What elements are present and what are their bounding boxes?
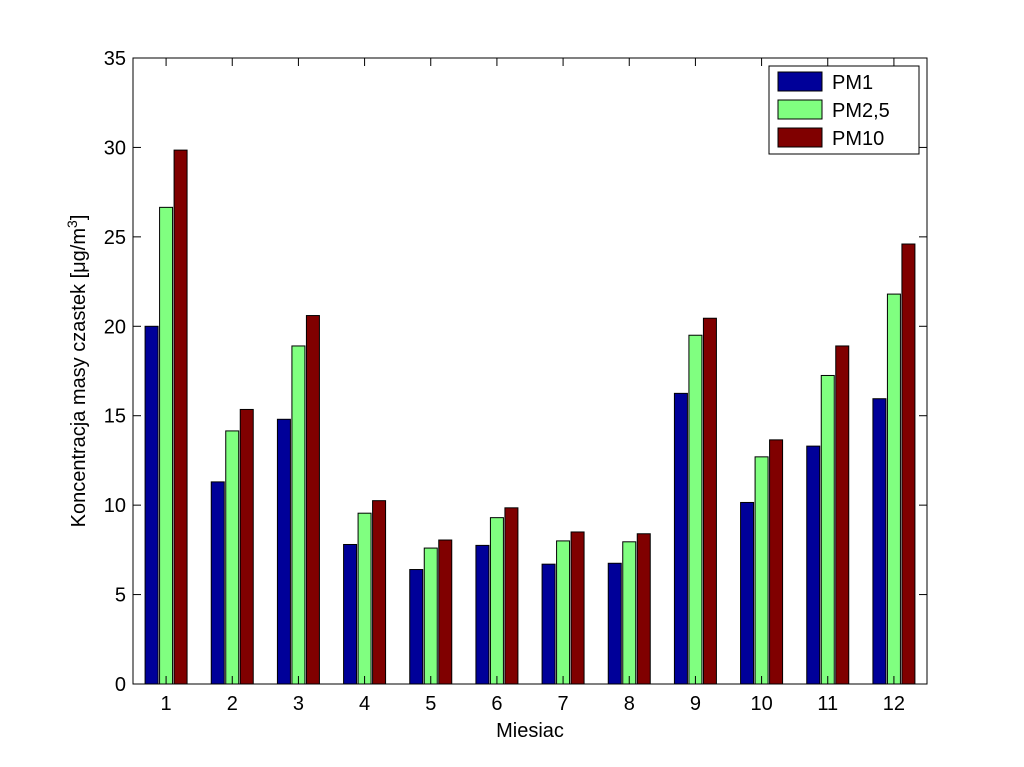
axes-box <box>132 57 928 685</box>
bar-pm10-month-2 <box>239 408 254 685</box>
legend-swatch-pm1 <box>777 71 823 92</box>
legend-label-pm10: PM10 <box>832 128 884 150</box>
bar-pm25-month-6 <box>489 517 504 685</box>
bar-pm10-month-11 <box>835 345 850 685</box>
legend-swatch-pm25 <box>777 99 823 120</box>
bar-pm1-month-1 <box>144 325 159 685</box>
bar-pm1-month-6 <box>475 544 490 685</box>
bar-pm1-month-3 <box>276 418 291 685</box>
x-tick-label-7: 7 <box>558 693 569 715</box>
bars-group <box>144 149 916 685</box>
bar-pm10-month-6 <box>504 507 519 685</box>
y-tick-label-20: 20 <box>104 316 126 338</box>
bar-pm25-month-7 <box>556 540 571 685</box>
bar-pm25-month-8 <box>622 541 637 685</box>
bar-pm10-month-7 <box>570 531 585 685</box>
x-tick-label-6: 6 <box>491 693 502 715</box>
x-tick-label-12: 12 <box>883 693 905 715</box>
bar-pm25-month-9 <box>688 334 703 685</box>
x-tick-label-10: 10 <box>750 693 772 715</box>
bar-pm1-month-2 <box>210 481 225 685</box>
y-tick-label-15: 15 <box>104 406 126 428</box>
legend: PM1 PM2,5 PM10 <box>768 65 920 155</box>
bar-pm25-month-11 <box>820 374 835 685</box>
bar-pm25-month-3 <box>291 345 306 685</box>
bar-pm25-month-5 <box>423 547 438 685</box>
bar-pm25-month-2 <box>225 430 240 685</box>
x-tick-label-5: 5 <box>425 693 436 715</box>
bar-pm10-month-1 <box>173 149 188 685</box>
x-tick-label-4: 4 <box>359 693 370 715</box>
bar-pm25-month-4 <box>357 512 372 685</box>
x-tick-label-2: 2 <box>227 693 238 715</box>
bar-pm10-month-12 <box>901 243 916 685</box>
bar-pm10-month-10 <box>769 439 784 685</box>
legend-label-pm1: PM1 <box>832 72 873 94</box>
y-tick-label-5: 5 <box>115 585 126 607</box>
bar-pm25-month-1 <box>159 206 174 685</box>
bar-pm10-month-9 <box>702 317 717 685</box>
bar-pm1-month-8 <box>607 562 622 685</box>
x-tick-label-8: 8 <box>624 693 635 715</box>
bar-pm1-month-4 <box>343 543 358 685</box>
x-tick-label-1: 1 <box>161 693 172 715</box>
bar-pm1-month-5 <box>409 569 424 685</box>
legend-swatch-pm10 <box>777 127 823 148</box>
bar-pm1-month-12 <box>872 398 887 685</box>
x-tick-label-3: 3 <box>293 693 304 715</box>
bar-pm1-month-7 <box>541 563 556 685</box>
y-axis-label: Koncentracja masy czastek [μg/m3] <box>64 215 90 528</box>
x-tick-label-9: 9 <box>690 693 701 715</box>
y-tick-label-10: 10 <box>104 495 126 517</box>
bar-pm1-month-11 <box>806 445 821 685</box>
y-tick-label-35: 35 <box>104 48 126 70</box>
plot-area <box>133 58 927 684</box>
y-tick-label-25: 25 <box>104 227 126 249</box>
bar-pm10-month-5 <box>438 539 453 685</box>
x-axis-label: Miesiac <box>496 720 564 742</box>
y-tick-label-30: 30 <box>104 137 126 159</box>
y-axis: 0 5 10 15 20 25 30 35 <box>104 48 927 696</box>
bar-pm10-month-8 <box>636 533 651 685</box>
legend-label-pm25: PM2,5 <box>832 100 890 122</box>
bar-pm1-month-10 <box>740 501 755 685</box>
y-tick-label-0: 0 <box>115 674 126 696</box>
bar-pm1-month-9 <box>673 392 688 685</box>
x-axis: 1 2 3 4 5 6 7 8 9 10 11 12 <box>161 58 905 715</box>
x-tick-label-11: 11 <box>817 693 838 715</box>
bar-pm25-month-10 <box>754 456 769 685</box>
bar-pm10-month-4 <box>372 500 387 685</box>
bar-pm25-month-12 <box>886 293 901 685</box>
bar-pm10-month-3 <box>305 315 320 685</box>
